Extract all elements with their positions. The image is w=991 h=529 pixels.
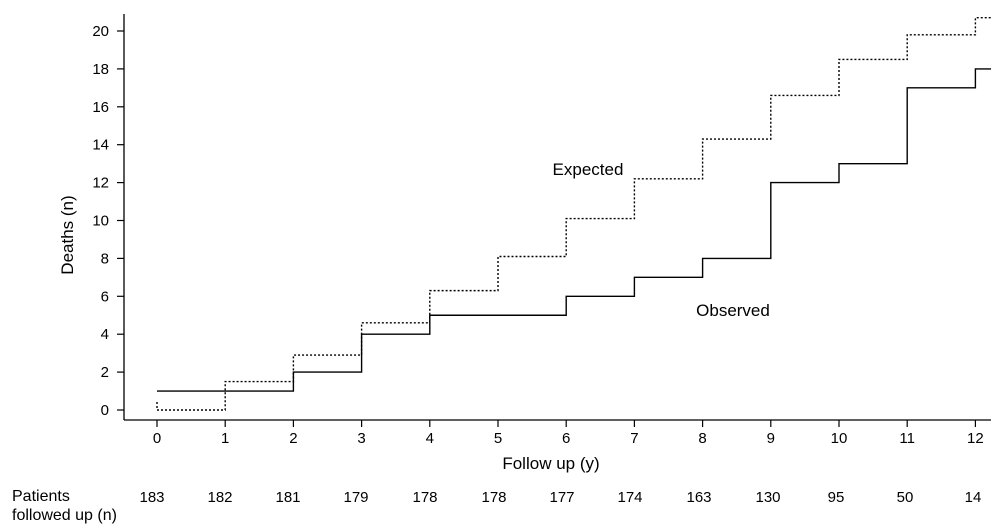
x-tick-label: 6	[562, 430, 570, 447]
series-labels: Expected Observed	[553, 160, 770, 320]
patients-count: 182	[207, 489, 232, 506]
patients-followed-up-label: Patients followed up (n)	[12, 487, 117, 525]
x-tick-label: 8	[698, 430, 706, 447]
series-lines	[156, 17, 991, 411]
y-tick-label: 6	[101, 288, 109, 305]
patients-count: 130	[755, 489, 780, 506]
x-tick-label: 12	[967, 430, 984, 447]
x-tick-label: 2	[289, 430, 297, 447]
x-tick-label: 5	[494, 430, 502, 447]
patients-label-line-2: followed up (n)	[12, 507, 117, 524]
axes	[123, 14, 991, 421]
patients-followed-up-row: 183 182 181 179 178 178 177 174 163 130 95 50 14	[139, 489, 981, 506]
patients-count: 178	[412, 489, 437, 506]
x-tick-label: 1	[221, 430, 229, 447]
y-tick-label: 4	[101, 326, 109, 343]
patients-count: 163	[686, 489, 711, 506]
series-expected-line	[156, 17, 991, 411]
y-tick-label: 20	[92, 23, 109, 40]
patients-count: 183	[139, 489, 164, 506]
y-axis-label: Deaths (n)	[58, 195, 77, 274]
series-label-observed: Observed	[696, 301, 770, 320]
y-tick-label: 2	[101, 364, 109, 381]
y-tick-label: 14	[92, 137, 109, 154]
x-axis-label: Follow up (y)	[502, 454, 599, 473]
patients-count: 14	[965, 489, 982, 506]
patients-count: 50	[897, 489, 914, 506]
patients-count: 179	[343, 489, 368, 506]
patients-count: 178	[481, 489, 506, 506]
series-label-expected: Expected	[553, 160, 624, 179]
x-tick-label: 3	[357, 430, 365, 447]
y-tick-label: 16	[92, 99, 109, 116]
series-observed-line	[157, 68, 991, 392]
x-tick-label: 9	[767, 430, 775, 447]
patients-count: 174	[617, 489, 642, 506]
y-tick-label: 0	[101, 402, 109, 419]
patients-count: 177	[549, 489, 574, 506]
y-tick-label: 10	[92, 213, 109, 230]
y-axis-ticks: 0 2 4 6 8 10 12 14 16 18 20	[92, 23, 124, 419]
x-tick-label: 7	[630, 430, 638, 447]
y-tick-label: 8	[101, 250, 109, 267]
x-axis-ticks: 0 1 2 3 4 5 6 7 8 9 10 11 12	[153, 420, 984, 447]
x-tick-label: 0	[153, 430, 161, 447]
y-tick-label: 12	[92, 175, 109, 192]
patients-label-line-1: Patients	[12, 488, 70, 505]
patients-count: 181	[275, 489, 300, 506]
x-tick-label: 11	[899, 430, 915, 447]
patients-count: 95	[828, 489, 845, 506]
y-tick-label: 18	[92, 61, 109, 78]
x-tick-label: 10	[831, 430, 848, 447]
x-tick-label: 4	[426, 430, 434, 447]
